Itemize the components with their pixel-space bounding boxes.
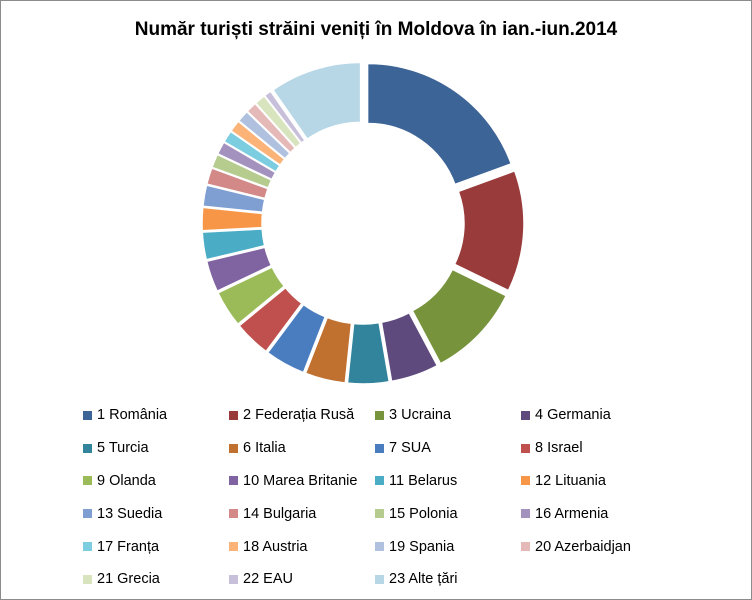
legend-swatch	[521, 410, 530, 420]
legend-swatch	[375, 476, 384, 486]
legend-label: 14 Bulgaria	[243, 505, 317, 522]
legend-label: 9 Olanda	[97, 472, 156, 489]
legend-label: 22 EAU	[243, 571, 293, 588]
donut-segment-2	[453, 169, 525, 292]
legend-swatch	[521, 542, 530, 552]
donut-segment-3	[411, 268, 508, 365]
legend-swatch	[229, 542, 238, 552]
legend-swatch	[229, 476, 238, 486]
legend-swatch	[229, 443, 238, 453]
legend-swatch	[521, 443, 530, 453]
legend-label: 12 Lituania	[535, 472, 606, 489]
donut-segment-10	[205, 246, 273, 293]
legend-item: 19 Spania	[375, 530, 521, 563]
legend-item: 5 Turcia	[83, 432, 229, 465]
legend-label: 7 SUA	[389, 440, 431, 457]
legend-item: 9 Olanda	[83, 465, 229, 498]
legend-item: 15 Polonia	[375, 497, 521, 530]
legend-label: 19 Spania	[389, 538, 455, 555]
legend-swatch	[229, 410, 238, 420]
legend-label: 1 România	[97, 407, 168, 424]
legend-label: 11 Belarus	[389, 472, 458, 489]
donut-plot	[201, 61, 525, 385]
legend-label: 18 Austria	[243, 538, 308, 555]
legend-swatch	[229, 509, 238, 519]
legend-swatch	[521, 509, 530, 519]
legend-item: 1 România	[83, 399, 229, 432]
donut-segment-23	[271, 61, 362, 141]
donut-segment-5	[346, 321, 391, 385]
legend-label: 6 Italia	[243, 440, 286, 457]
legend-item: 16 Armenia	[521, 497, 667, 530]
legend-swatch	[83, 443, 92, 453]
legend-label: 17 Franța	[97, 538, 160, 555]
legend-swatch	[375, 574, 384, 584]
legend-label: 8 Israel	[535, 440, 583, 457]
legend-swatch	[83, 509, 92, 519]
legend-item: 11 Belarus	[375, 465, 521, 498]
legend-label: 4 Germania	[535, 407, 611, 424]
donut-segment-7	[266, 303, 327, 374]
legend-item: 13 Suedia	[83, 497, 229, 530]
donut-segment-1	[366, 62, 513, 186]
legend-swatch	[375, 542, 384, 552]
legend-item: 12 Lituania	[521, 465, 667, 498]
chart-legend: 1 România 2 Federația Rusă 3 Ucraina 4 Germ…	[83, 399, 733, 596]
legend-label: 21 Grecia	[97, 571, 160, 588]
legend-swatch	[83, 476, 92, 486]
donut-segment-9	[216, 266, 286, 326]
legend-item: 21 Grecia	[83, 563, 229, 596]
donut-segment-8	[238, 286, 303, 353]
legend-item: 22 EAU	[229, 563, 375, 596]
donut-segment-12	[201, 206, 264, 232]
legend-swatch	[375, 509, 384, 519]
legend-label: 13 Suedia	[97, 505, 163, 522]
legend-swatch	[375, 443, 384, 453]
legend-label: 10 Marea Britanie	[243, 472, 358, 489]
legend-item: 17 Franța	[83, 530, 229, 563]
legend-label: 5 Turcia	[97, 440, 149, 457]
legend-swatch	[375, 410, 384, 420]
donut-segment-4	[380, 311, 439, 383]
legend-swatch	[521, 476, 530, 486]
donut-segment-22	[263, 90, 307, 145]
legend-label: 3 Ucraina	[389, 407, 452, 424]
legend-item: 4 Germania	[521, 399, 667, 432]
legend-label: 20 Azerbaidjan	[535, 538, 631, 555]
legend-swatch	[83, 410, 92, 420]
legend-item: 8 Israel	[521, 432, 667, 465]
legend-label: 16 Armenia	[535, 505, 609, 522]
donut-segment-13	[202, 184, 266, 214]
legend-swatch	[83, 574, 92, 584]
donut-segment-11	[201, 228, 266, 261]
legend-label: 2 Federația Rusă	[243, 407, 355, 424]
legend-swatch	[229, 574, 238, 584]
donut-segment-14	[205, 167, 269, 200]
legend-item: 6 Italia	[229, 432, 375, 465]
donut-segment-6	[304, 316, 353, 384]
legend-label: 23 Alte țări	[389, 571, 458, 588]
legend-item: 10 Marea Britanie	[229, 465, 375, 498]
legend-item: 23 Alte țări	[375, 563, 521, 596]
legend-swatch	[83, 542, 92, 552]
legend-item: 14 Bulgaria	[229, 497, 375, 530]
legend-item: 18 Austria	[229, 530, 375, 563]
legend-label: 15 Polonia	[389, 505, 458, 522]
legend-item: 20 Azerbaidjan	[521, 530, 667, 563]
legend-item: 3 Ucraina	[375, 399, 521, 432]
chart-title: Număr turiști străini veniți în Moldova …	[134, 19, 618, 40]
legend-item: 2 Federația Rusă	[229, 399, 375, 432]
legend-item: 7 SUA	[375, 432, 521, 465]
